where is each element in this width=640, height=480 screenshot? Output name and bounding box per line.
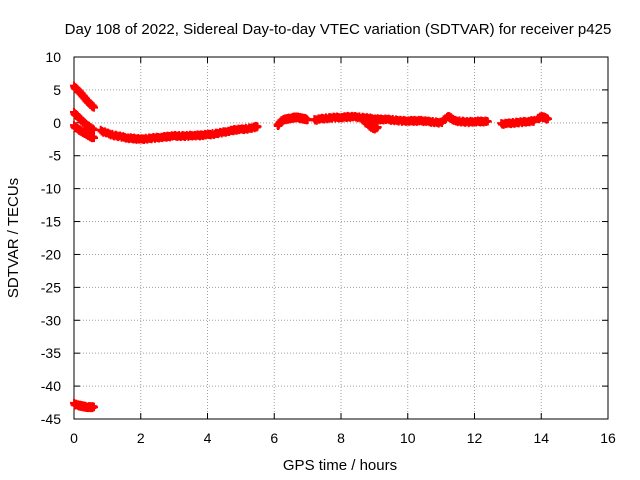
data-point-marker bbox=[543, 115, 552, 124]
y-tick-label: -25 bbox=[41, 279, 61, 295]
x-tick-label: 2 bbox=[137, 430, 145, 446]
data-layer bbox=[70, 81, 552, 413]
data-point-marker bbox=[373, 123, 382, 132]
x-tick-label: 14 bbox=[533, 430, 549, 446]
y-tick-label: -30 bbox=[41, 312, 61, 328]
y-tick-label: -45 bbox=[41, 411, 61, 427]
y-tick-label: -5 bbox=[49, 148, 62, 164]
y-tick-label: -40 bbox=[41, 378, 61, 394]
chart-title: Day 108 of 2022, Sidereal Day-to-day VTE… bbox=[65, 21, 612, 38]
x-tick-label: 12 bbox=[467, 430, 483, 446]
x-tick-label: 8 bbox=[337, 430, 345, 446]
x-axis-title: GPS time / hours bbox=[283, 457, 397, 474]
series-satellite-track-5 bbox=[96, 121, 262, 144]
series-satellite-track-2 bbox=[70, 107, 99, 135]
x-tick-label: 10 bbox=[400, 430, 416, 446]
data-point-marker bbox=[90, 126, 99, 135]
data-point-marker bbox=[483, 117, 492, 126]
data-point-marker bbox=[90, 403, 99, 412]
series-satellite-track-3 bbox=[70, 121, 99, 143]
series-satellite-track-6 bbox=[273, 112, 312, 131]
data-point-marker bbox=[253, 122, 262, 131]
grid-layer bbox=[74, 57, 608, 419]
data-point-marker bbox=[90, 103, 99, 112]
y-tick-label: 10 bbox=[45, 49, 61, 65]
y-tick-label: -15 bbox=[41, 214, 61, 230]
y-tick-label: -35 bbox=[41, 345, 61, 361]
y-tick-label: -10 bbox=[41, 181, 61, 197]
x-tick-label: 4 bbox=[204, 430, 212, 446]
x-tick-label: 16 bbox=[600, 430, 616, 446]
series-satellite-track-4 bbox=[70, 398, 99, 413]
series-satellite-track-9 bbox=[417, 111, 492, 128]
x-tick-label: 6 bbox=[270, 430, 278, 446]
data-point-marker bbox=[90, 133, 99, 142]
series-satellite-track-11 bbox=[533, 111, 552, 124]
series-satellite-track-10 bbox=[497, 115, 539, 129]
y-tick-label: 5 bbox=[53, 82, 61, 98]
y-tick-label: -20 bbox=[41, 246, 61, 262]
series-satellite-track-1 bbox=[70, 81, 99, 112]
y-tick-label: 0 bbox=[53, 115, 61, 131]
series-satellite-track-8 bbox=[360, 116, 382, 134]
x-tick-label: 0 bbox=[70, 430, 78, 446]
y-axis-title: SDTVAR / TECUs bbox=[5, 178, 22, 298]
tick-layer: 0 2 4 6 8 10 12 14 16 10 5 0 -5 -10 -15 -20 -25 -30 -35 -40… bbox=[41, 49, 616, 446]
data-point-marker bbox=[303, 116, 312, 125]
